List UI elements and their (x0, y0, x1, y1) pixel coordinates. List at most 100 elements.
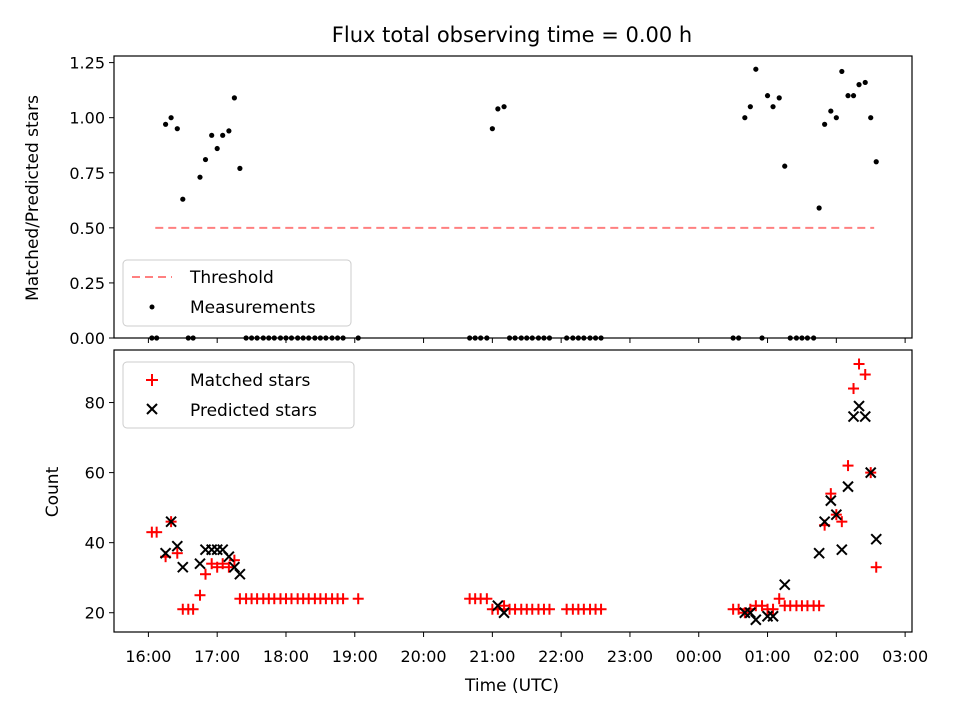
legend-predicted-swatch (146, 403, 158, 415)
top-y-ticks: 0.00 0.25 0.50 0.75 1.00 1.25 (69, 54, 114, 348)
x-axis-label: Time (UTC) (464, 676, 559, 696)
top-x-ticks (147, 338, 906, 343)
legend-predicted-label: Predicted stars (190, 401, 317, 421)
matched-star-point (853, 358, 865, 370)
matched-star-point (756, 600, 768, 612)
legend-measurements-swatch (149, 304, 155, 310)
predicted-star-point (836, 543, 848, 556)
measurement-point (862, 79, 868, 86)
top-y-tick-label: 0.50 (69, 219, 105, 238)
measurement-point (764, 93, 771, 99)
top-y-tick-label: 1.00 (69, 109, 105, 128)
measurement-point (828, 108, 834, 114)
measurement-point (776, 95, 782, 101)
measurement-point (742, 115, 748, 121)
measurement-point (174, 126, 180, 132)
measurement-point (226, 128, 232, 134)
measurement-point (237, 165, 243, 171)
matched-star-point (337, 593, 349, 605)
matched-star-point (206, 558, 218, 570)
predicted-star-point (228, 561, 241, 573)
top-y-tick-label: 0.75 (69, 164, 105, 183)
predicted-star-point (750, 614, 762, 626)
measurement-point (220, 132, 226, 138)
bottom-y-axis-label: Count (43, 466, 63, 517)
predicted-star-point (234, 568, 246, 580)
bottom-y-ticks: 20 40 60 80 (85, 394, 114, 623)
predicted-star-point (159, 547, 172, 559)
matched-star-point (848, 383, 860, 395)
predicted-star-point (818, 515, 831, 528)
predicted-star-point (847, 410, 860, 423)
matched-star-point (813, 600, 825, 612)
matched-star-point (151, 526, 163, 538)
measurement-point (747, 104, 753, 110)
predicted-star-point (865, 466, 877, 479)
chart-title: Flux total observing time = 0.00 h (332, 23, 692, 47)
predicted-star-point (853, 400, 865, 412)
bottom-y-tick-label: 40 (85, 534, 105, 553)
bottom-axes: 20 40 60 80 16:00 17:00 18:00 19:00 20:00 21:00 2… (43, 349, 928, 696)
x-tick-label: 21:00 (469, 647, 515, 666)
measurement-point (162, 121, 169, 127)
bottom-y-tick-label: 20 (85, 604, 105, 623)
matched-star-point (836, 516, 848, 528)
top-y-tick-label: 0.00 (69, 329, 105, 348)
measurement-point (770, 104, 776, 110)
bottom-legend-box (122, 361, 355, 429)
x-tick-label: 01:00 (744, 647, 790, 666)
measurement-point (231, 95, 237, 101)
predicted-star-point (813, 547, 825, 559)
top-legend-box (122, 259, 352, 327)
predicted-star-point (825, 494, 837, 507)
measurement-point (180, 196, 186, 202)
matched-star-point (595, 603, 607, 615)
matched-star-point (194, 589, 206, 601)
bottom-legend: Matched stars Predicted stars (122, 361, 355, 429)
predicted-star-point (830, 508, 843, 521)
predicted-star-point (171, 540, 183, 552)
matched-star-point (217, 558, 229, 570)
matched-star-point (352, 593, 364, 605)
measurement-point (489, 126, 495, 132)
matched-star-point (187, 603, 199, 615)
top-legend: Threshold Measurements (122, 259, 352, 327)
matched-star-point (543, 603, 555, 615)
measurement-point (868, 115, 874, 121)
matched-star-point (211, 561, 223, 573)
measurement-point (850, 93, 857, 99)
measurement-point (839, 68, 845, 75)
predicted-star-point (767, 610, 779, 622)
matched-star-point (171, 547, 183, 559)
x-tick-label: 17:00 (194, 647, 240, 666)
measurement-point (197, 174, 203, 180)
predicted-star-point (842, 480, 854, 493)
measurement-point (845, 93, 851, 99)
measurement-point (782, 163, 788, 169)
legend-matched-swatch (146, 374, 158, 386)
matched-star-point (825, 488, 837, 500)
matched-star-point (870, 561, 882, 573)
matched-star-point (228, 554, 240, 566)
measurement-point (495, 106, 501, 112)
bottom-x-ticks: 16:00 17:00 18:00 19:00 20:00 21:00 22:00 23:00… (125, 632, 928, 666)
predicted-star-point (779, 579, 791, 591)
x-tick-label: 16:00 (125, 647, 171, 666)
x-tick-label: 22:00 (538, 647, 584, 666)
measurement-point (214, 145, 220, 152)
measurement-point (816, 205, 822, 211)
predicted-star-point (223, 550, 235, 563)
top-axes: 0.00 0.25 0.50 0.75 1.00 1.25 Matched/Predict… (23, 54, 913, 348)
x-tick-label: 19:00 (332, 647, 378, 666)
measurement-point (873, 159, 879, 165)
x-tick-label: 23:00 (607, 647, 653, 666)
predicted-star-point (498, 607, 510, 619)
top-axes-frame (113, 55, 913, 339)
measurement-point (168, 115, 174, 121)
measurement-point (202, 156, 209, 163)
bottom-y-tick-label: 80 (85, 394, 105, 413)
bottom-y-tick-label: 60 (85, 464, 105, 483)
top-y-tick-label: 1.25 (69, 54, 105, 73)
